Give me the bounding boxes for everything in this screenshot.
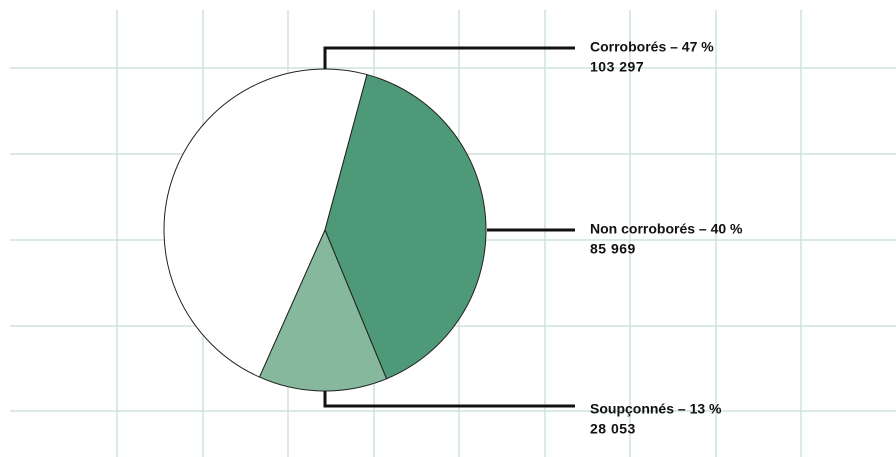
pie-slice bbox=[163, 68, 368, 378]
pie-slice bbox=[258, 228, 388, 392]
slice-label: Soupçonnés – 13 % bbox=[590, 401, 722, 417]
slice-value: 85 969 bbox=[590, 241, 636, 257]
leader-line bbox=[323, 46, 575, 69]
slice-label: Corroborés – 47 % bbox=[590, 39, 714, 55]
slice-value: 28 053 bbox=[590, 421, 636, 437]
slice-value: 103 297 bbox=[590, 59, 644, 75]
slice-label: Non corroborés – 40 % bbox=[590, 221, 743, 237]
leader-line bbox=[323, 391, 575, 408]
pie-slice bbox=[324, 73, 487, 380]
